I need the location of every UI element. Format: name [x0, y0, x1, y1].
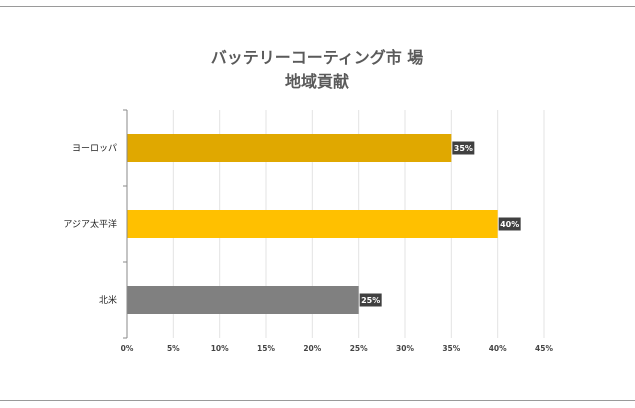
category-label: ヨーロッパ: [72, 143, 117, 154]
x-tick-label: 45%: [535, 344, 553, 353]
data-label-box: [359, 293, 382, 307]
bar: [127, 286, 359, 314]
x-tick-label: 30%: [396, 344, 414, 353]
axes: 0% 5% 10% 15% 20% 25% 30% 35% 40% 45% ヨーロッパアジア太平洋北…: [63, 109, 553, 353]
top-divider: [0, 6, 635, 7]
bars: 35% 40% 25%: [127, 134, 521, 314]
data-label: 25%: [361, 296, 380, 305]
x-tick-label: 5%: [167, 344, 180, 353]
x-tick-label: 40%: [489, 344, 507, 353]
x-tick-label: 20%: [303, 344, 321, 353]
chart-title-line-2: 地域貢献: [285, 72, 349, 91]
category-label: アジア太平洋: [63, 218, 117, 230]
data-label: 35%: [454, 144, 473, 153]
data-label: 40%: [500, 220, 519, 229]
x-tick-label: 0%: [121, 344, 134, 353]
x-tick-label: 10%: [211, 344, 229, 353]
data-label-box: [498, 217, 521, 231]
data-label-box: [452, 141, 475, 155]
x-tick-label: 35%: [442, 344, 460, 353]
bar: [127, 210, 498, 238]
bottom-divider: [0, 400, 635, 401]
category-label: 北米: [99, 294, 117, 306]
x-tick-label: 25%: [350, 344, 368, 353]
bar: [127, 134, 452, 162]
chart-title-line-1: バッテリーコーティング市 場: [211, 48, 424, 67]
x-tick-label: 15%: [257, 344, 275, 353]
